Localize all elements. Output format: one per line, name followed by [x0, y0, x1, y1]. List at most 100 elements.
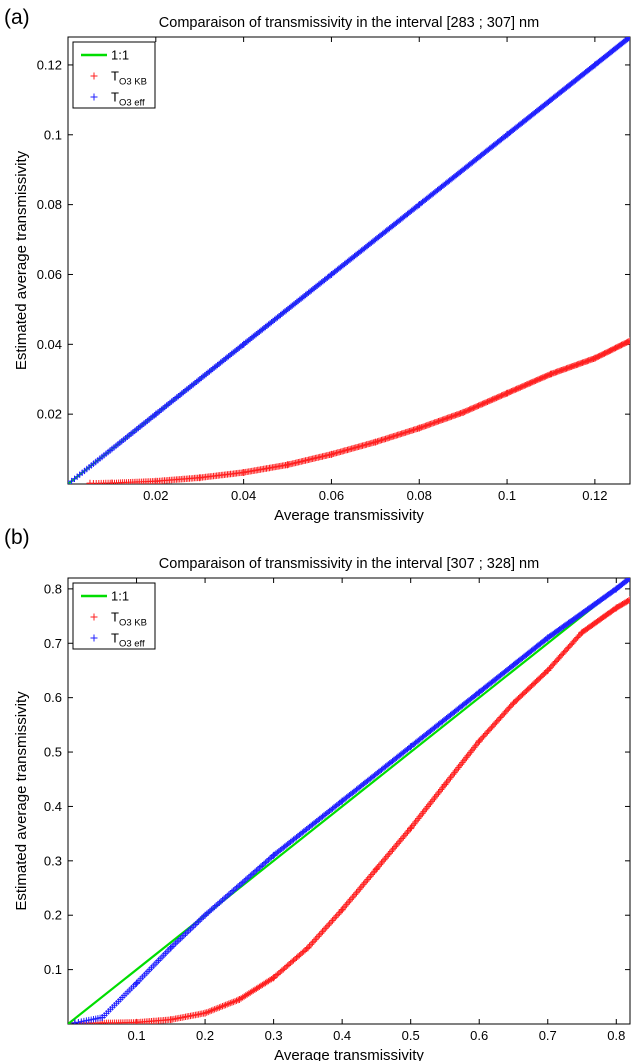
- data-point: [459, 408, 467, 416]
- data-point: [167, 944, 175, 952]
- y-tick-label: 0.5: [44, 745, 62, 760]
- data-layer: [68, 578, 630, 1024]
- data-layer: [68, 37, 630, 484]
- x-tick-label: 0.7: [539, 1028, 557, 1043]
- data-point: [372, 865, 380, 873]
- y-tick-label: 0.1: [44, 962, 62, 977]
- series-eff-markers: [68, 37, 630, 484]
- legend-marker-swatch: [90, 72, 98, 80]
- data-point: [626, 337, 630, 345]
- y-tick-label: 0.4: [44, 799, 62, 814]
- data-point: [591, 61, 599, 69]
- chart-panel-0: Comparaison of transmissivity in the int…: [13, 15, 631, 524]
- x-tick-label: 0.1: [127, 1028, 145, 1043]
- data-point: [240, 340, 248, 348]
- y-axis-label: Estimated average transmissivity: [13, 691, 30, 911]
- x-tick-label: 0.5: [402, 1028, 420, 1043]
- y-tick-label: 0.12: [37, 57, 62, 72]
- legend-entry-subscript: O3 eff: [119, 98, 145, 109]
- data-point: [71, 1019, 79, 1024]
- data-point: [503, 389, 511, 397]
- series-line-1to1: [68, 578, 630, 1024]
- legend-marker-swatch: [90, 93, 98, 101]
- y-tick-label: 0.7: [44, 636, 62, 651]
- data-point: [591, 354, 599, 362]
- data-point: [544, 666, 552, 674]
- data-point: [612, 585, 620, 593]
- data-point: [270, 851, 278, 859]
- data-point: [475, 688, 483, 696]
- y-tick-label: 0.2: [44, 908, 62, 923]
- legend-entry-label: 1:1: [111, 589, 129, 604]
- y-tick-label: 0.06: [37, 267, 62, 282]
- x-tick-label: 0.04: [231, 488, 256, 503]
- data-point: [407, 824, 415, 832]
- x-axis-label: Average transmissivity: [274, 507, 424, 524]
- legend-box: [72, 41, 156, 109]
- data-point: [338, 797, 346, 805]
- data-point: [503, 131, 511, 139]
- data-point: [338, 906, 346, 914]
- y-tick-label: 0.08: [37, 197, 62, 212]
- data-point: [235, 996, 243, 1004]
- legend-entry-subscript: O3 KB: [119, 77, 147, 88]
- panel-label-b: (b): [4, 526, 30, 549]
- chart-title: Comparaison of transmissivity in the int…: [159, 556, 539, 572]
- data-point: [475, 737, 483, 745]
- data-point: [327, 450, 335, 458]
- series-kb-markers: [86, 337, 630, 484]
- data-point: [284, 461, 292, 469]
- legend-entry-label: 1:1: [111, 48, 129, 63]
- y-tick-label: 0.04: [37, 337, 62, 352]
- data-point: [407, 743, 415, 751]
- panel-label-a: (a): [4, 6, 30, 29]
- marker-cloud: [68, 37, 630, 484]
- data-point: [578, 628, 586, 636]
- y-tick-label: 0.3: [44, 853, 62, 868]
- y-tick-label: 0.1: [44, 127, 62, 142]
- x-tick-label: 0.12: [582, 488, 607, 503]
- data-point: [547, 370, 555, 378]
- data-point: [441, 781, 449, 789]
- y-tick-label: 0.8: [44, 581, 62, 596]
- data-point: [167, 1016, 175, 1024]
- x-tick-label: 0.4: [333, 1028, 351, 1043]
- series-eff-markers: [71, 578, 630, 1024]
- y-tick-label: 0.02: [37, 407, 62, 422]
- legend-marker-swatch: [90, 634, 98, 642]
- y-tick-label: 0.6: [44, 690, 62, 705]
- data-point: [304, 944, 312, 952]
- x-tick-label: 0.1: [498, 488, 516, 503]
- x-tick-label: 0.06: [319, 488, 344, 503]
- data-point: [152, 410, 160, 418]
- data-point: [371, 438, 379, 446]
- y-axis-label: Estimated average transmissivity: [13, 150, 30, 370]
- x-tick-label: 0.08: [407, 488, 432, 503]
- legend-box: [72, 582, 156, 650]
- data-point: [201, 1009, 209, 1017]
- data-point: [612, 604, 620, 612]
- x-axis-label: Average transmissivity: [274, 1047, 424, 1061]
- data-point: [270, 974, 278, 982]
- data-point: [544, 634, 552, 642]
- data-point: [133, 979, 141, 987]
- data-point: [133, 1018, 141, 1024]
- data-point: [509, 699, 517, 707]
- data-point: [196, 474, 204, 482]
- data-point: [201, 911, 209, 919]
- chart-title: Comparaison of transmissivity in the int…: [159, 15, 539, 31]
- chart-panel-1: Comparaison of transmissivity in the int…: [13, 556, 631, 1061]
- data-point: [415, 201, 423, 209]
- data-point: [108, 479, 116, 484]
- x-tick-label: 0.6: [470, 1028, 488, 1043]
- x-tick-label: 0.02: [143, 488, 168, 503]
- data-point: [240, 468, 248, 476]
- x-tick-label: 0.3: [265, 1028, 283, 1043]
- legend-marker-swatch: [90, 613, 98, 621]
- data-point: [86, 479, 94, 484]
- data-point: [327, 270, 335, 278]
- data-point: [415, 424, 423, 432]
